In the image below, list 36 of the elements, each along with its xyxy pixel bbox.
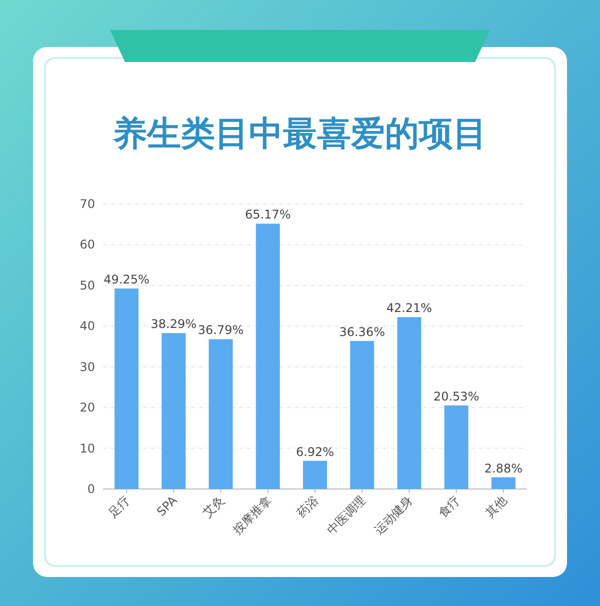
x-tick-label: 药浴 xyxy=(294,493,322,520)
data-label: 36.36% xyxy=(339,324,385,339)
data-label: 49.25% xyxy=(104,272,150,286)
data-label: 2.88% xyxy=(484,461,523,476)
bar xyxy=(491,477,516,489)
bar xyxy=(444,405,468,489)
data-label: 42.21% xyxy=(386,301,432,316)
bar xyxy=(397,317,422,489)
x-tick-label: 艾灸 xyxy=(200,493,227,520)
x-tick-label: 按摩推拿 xyxy=(230,493,274,538)
x-tick-label: 运动健身 xyxy=(372,493,416,538)
y-tick-label: 30 xyxy=(80,360,95,374)
y-tick-label: 40 xyxy=(80,319,95,334)
y-tick-label: 10 xyxy=(80,441,95,456)
x-tick-label: 食疗 xyxy=(436,493,462,520)
y-tick-label: 70 xyxy=(80,197,95,211)
y-tick-label: 0 xyxy=(87,482,95,496)
bar xyxy=(208,339,233,489)
y-tick-label: 20 xyxy=(80,400,95,415)
chart-title: 养生类目中最喜爱的项目 xyxy=(112,114,487,154)
x-tick-label: 其他 xyxy=(482,493,510,520)
y-tick-label: 60 xyxy=(80,238,95,252)
data-label: 36.79% xyxy=(198,323,244,338)
bar xyxy=(162,333,186,489)
bar xyxy=(303,460,327,489)
data-label: 65.17% xyxy=(245,208,291,222)
bar xyxy=(256,224,280,489)
bar xyxy=(350,340,374,489)
data-label: 38.29% xyxy=(150,317,197,332)
data-label: 20.53% xyxy=(433,389,480,404)
x-tick-label: 足疗 xyxy=(106,493,133,520)
bar xyxy=(114,288,139,489)
data-label: 6.92% xyxy=(296,444,334,459)
y-tick-label: 50 xyxy=(80,278,95,292)
x-tick-label: SPA xyxy=(154,492,180,519)
x-tick-label: 中医调理 xyxy=(324,493,368,538)
